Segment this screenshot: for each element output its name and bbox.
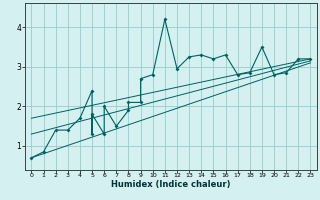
X-axis label: Humidex (Indice chaleur): Humidex (Indice chaleur) [111,180,231,189]
